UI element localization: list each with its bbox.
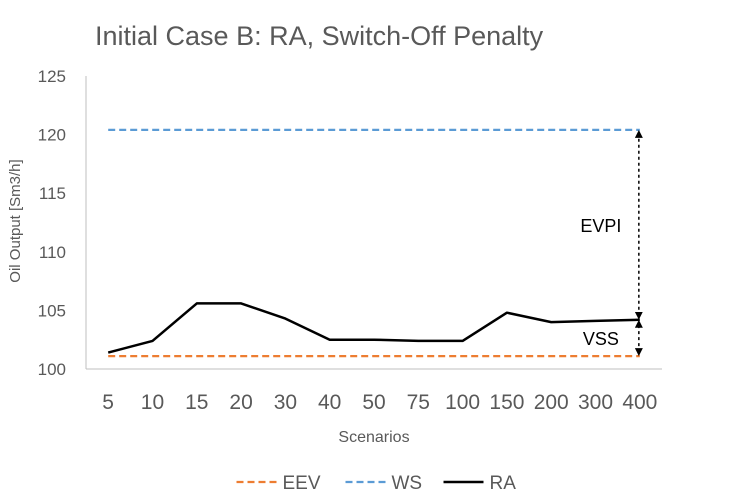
x-tick-label: 200 <box>534 391 569 414</box>
legend-item-ra: RA <box>443 473 517 494</box>
series-line-ra <box>107 302 640 354</box>
x-tick-label: 150 <box>489 391 524 414</box>
x-tick-label: 300 <box>578 391 613 414</box>
legend-item-ws: WS <box>345 473 423 494</box>
annotation-label-evpi: EVPI <box>580 216 621 236</box>
legend-label: RA <box>490 473 517 494</box>
x-axis-label: Scenarios <box>338 429 409 446</box>
x-tick-labels: 5 10 15 20 30 40 50 75 100 150 200 300 400 <box>102 391 657 414</box>
x-tick-label: 10 <box>141 391 164 414</box>
y-axis-label: Oil Output [Sm3/h] <box>7 159 24 282</box>
y-tick-label: 115 <box>39 184 66 203</box>
y-tick-label: 120 <box>38 126 66 145</box>
x-tick-label: 100 <box>445 391 480 414</box>
y-tick-label: 110 <box>39 243 66 262</box>
annotation-label-vss: VSS <box>583 329 619 349</box>
series-layer <box>107 128 640 358</box>
legend-label: EEV <box>283 473 321 494</box>
x-tick-label: 30 <box>274 391 297 414</box>
x-tick-label: 75 <box>407 391 430 414</box>
x-tick-label: 5 <box>102 391 114 414</box>
x-tick-label: 400 <box>622 391 657 414</box>
x-tick-label: 50 <box>362 391 385 414</box>
y-tick-label: 125 <box>38 67 66 86</box>
y-tick-label: 100 <box>38 360 66 379</box>
legend-item-eev: EEV <box>236 473 321 494</box>
legend-label: WS <box>392 473 423 494</box>
x-tick-label: 15 <box>185 391 208 414</box>
y-tick-label: 105 <box>38 301 66 320</box>
annotation-layer: EVPI VSS <box>580 129 643 357</box>
x-tick-label: 20 <box>229 391 252 414</box>
y-tick-labels: 100 105 110 115 120 125 <box>38 67 66 379</box>
x-tick-label: 40 <box>318 391 341 414</box>
chart-title: Initial Case B: RA, Switch-Off Penalty <box>95 21 544 51</box>
legend: EEV WS RA <box>236 473 517 494</box>
